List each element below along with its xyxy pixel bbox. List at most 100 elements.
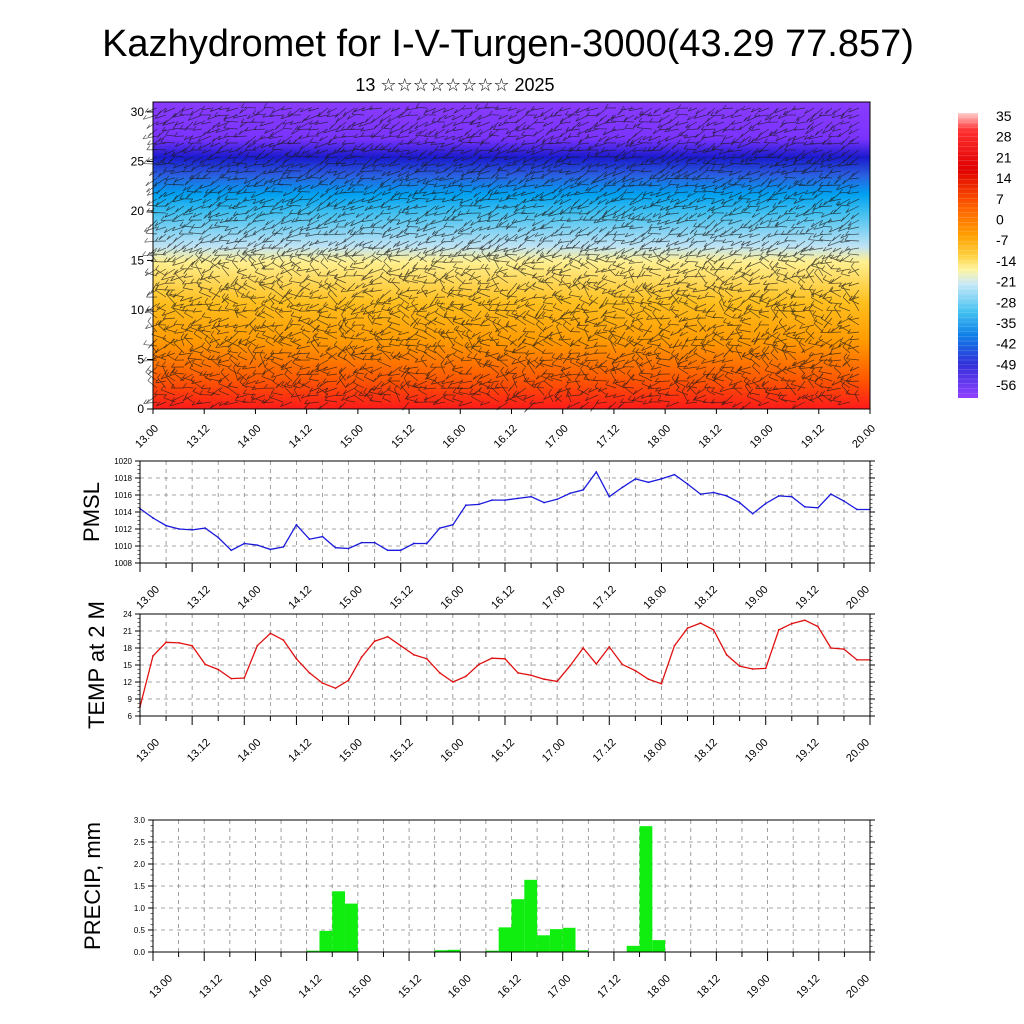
wind-barb <box>691 240 707 243</box>
wind-barb-flag <box>610 290 615 295</box>
wind-barb-flag <box>397 292 402 297</box>
wind-barb-flag <box>362 274 367 280</box>
wind-barb <box>804 219 815 222</box>
wind-barb <box>161 128 176 132</box>
wind-barb <box>515 310 527 320</box>
wind-barb <box>286 247 302 253</box>
wind-barb <box>223 114 239 120</box>
wind-barb <box>225 219 239 223</box>
wind-barb <box>488 309 500 312</box>
wind-barb <box>163 191 176 198</box>
wind-barb <box>616 184 626 192</box>
wind-barb-flag <box>674 188 679 194</box>
wind-barb-flag <box>795 119 800 125</box>
wind-barb <box>156 306 167 312</box>
wind-barb-flag <box>687 115 691 121</box>
wind-barb-flag <box>224 226 229 231</box>
wind-barb <box>710 268 725 271</box>
wind-barb <box>621 301 635 305</box>
wind-barb <box>416 226 428 232</box>
wind-barb-flag <box>610 116 615 122</box>
wind-barb-flag <box>216 195 221 200</box>
wind-barb-flag <box>316 214 321 219</box>
wind-barb-flag <box>812 288 816 294</box>
wind-barb-flag <box>281 294 286 300</box>
wind-barb-flag <box>711 281 716 286</box>
wind-barb-flag <box>543 160 548 165</box>
wind-barb-flag <box>391 124 395 129</box>
wind-barb <box>574 191 590 196</box>
wind-barb-flag <box>163 257 168 262</box>
wind-barb-flag <box>775 136 780 142</box>
wind-barb-flag <box>262 113 267 118</box>
wind-barb <box>745 308 761 312</box>
wind-barb-flag <box>173 163 177 169</box>
wind-barb-flag <box>770 303 775 309</box>
wind-barb <box>499 292 509 298</box>
wind-barb-flag <box>656 258 660 264</box>
wind-barb <box>396 219 410 225</box>
wind-barb <box>813 149 824 153</box>
wind-barb-flag <box>264 298 268 304</box>
wind-barb-flag <box>226 168 231 173</box>
wind-barb <box>389 163 401 167</box>
wind-barb <box>660 149 671 160</box>
wind-barb-flag <box>806 180 810 185</box>
wind-barb <box>383 261 392 270</box>
wind-barb <box>437 114 446 122</box>
wind-barb <box>793 128 806 131</box>
wind-barb-flag <box>718 150 723 155</box>
wind-barb-flag <box>845 230 849 236</box>
wind-barb-flag <box>805 274 810 279</box>
wind-barb-flag <box>335 253 339 259</box>
wind-barb-flag <box>831 236 836 242</box>
wind-barb <box>551 261 563 270</box>
wind-barb <box>262 163 275 168</box>
wind-barb-flag <box>530 196 535 202</box>
wind-barb <box>740 156 752 163</box>
wind-barb-flag <box>629 224 633 230</box>
wind-barb <box>268 135 284 139</box>
wind-barb-flag <box>760 182 764 187</box>
wind-barb <box>559 233 572 236</box>
wind-barb-flag <box>208 215 213 221</box>
wind-barb-flag <box>549 314 553 319</box>
wind-barb-flag <box>408 138 412 144</box>
wind-barb-flag <box>512 247 516 253</box>
wind-barb-flag <box>758 148 763 154</box>
wind-barb-flag <box>342 206 346 211</box>
wind-barb-flag <box>451 215 455 221</box>
wind-barb-flag <box>156 189 160 195</box>
wind-barb <box>560 121 572 124</box>
wind-barb <box>686 162 698 165</box>
wind-barb-flag <box>309 260 314 265</box>
wind-barb <box>400 121 410 130</box>
wind-barb <box>215 128 230 133</box>
wind-barb-flag <box>684 299 688 305</box>
wind-barb-flag <box>161 311 166 316</box>
wind-barb-flag <box>827 218 832 223</box>
wind-barb <box>749 191 761 194</box>
wind-barb <box>541 135 554 143</box>
wind-barb <box>307 247 320 258</box>
wind-barb-flag <box>370 299 374 305</box>
wind-barb <box>702 197 716 200</box>
wind-barb <box>525 247 536 255</box>
wind-barb <box>784 212 797 215</box>
wind-barb-flag <box>173 302 177 307</box>
wind-barb <box>661 247 671 254</box>
wind-barb <box>411 315 419 326</box>
wind-barb <box>612 170 626 177</box>
wind-barb <box>172 114 185 118</box>
wind-barb-flag <box>400 165 405 171</box>
wind-barb <box>210 107 221 112</box>
wind-barb <box>759 261 770 270</box>
wind-barb-flag <box>774 221 779 227</box>
wind-barb <box>701 184 716 190</box>
wind-barb-flag <box>737 143 741 149</box>
wind-barb-flag <box>647 300 652 306</box>
wind-barb <box>712 177 725 184</box>
wind-barb-flag <box>516 256 520 261</box>
wind-barb-flag <box>822 275 827 280</box>
wind-barb <box>223 127 239 130</box>
